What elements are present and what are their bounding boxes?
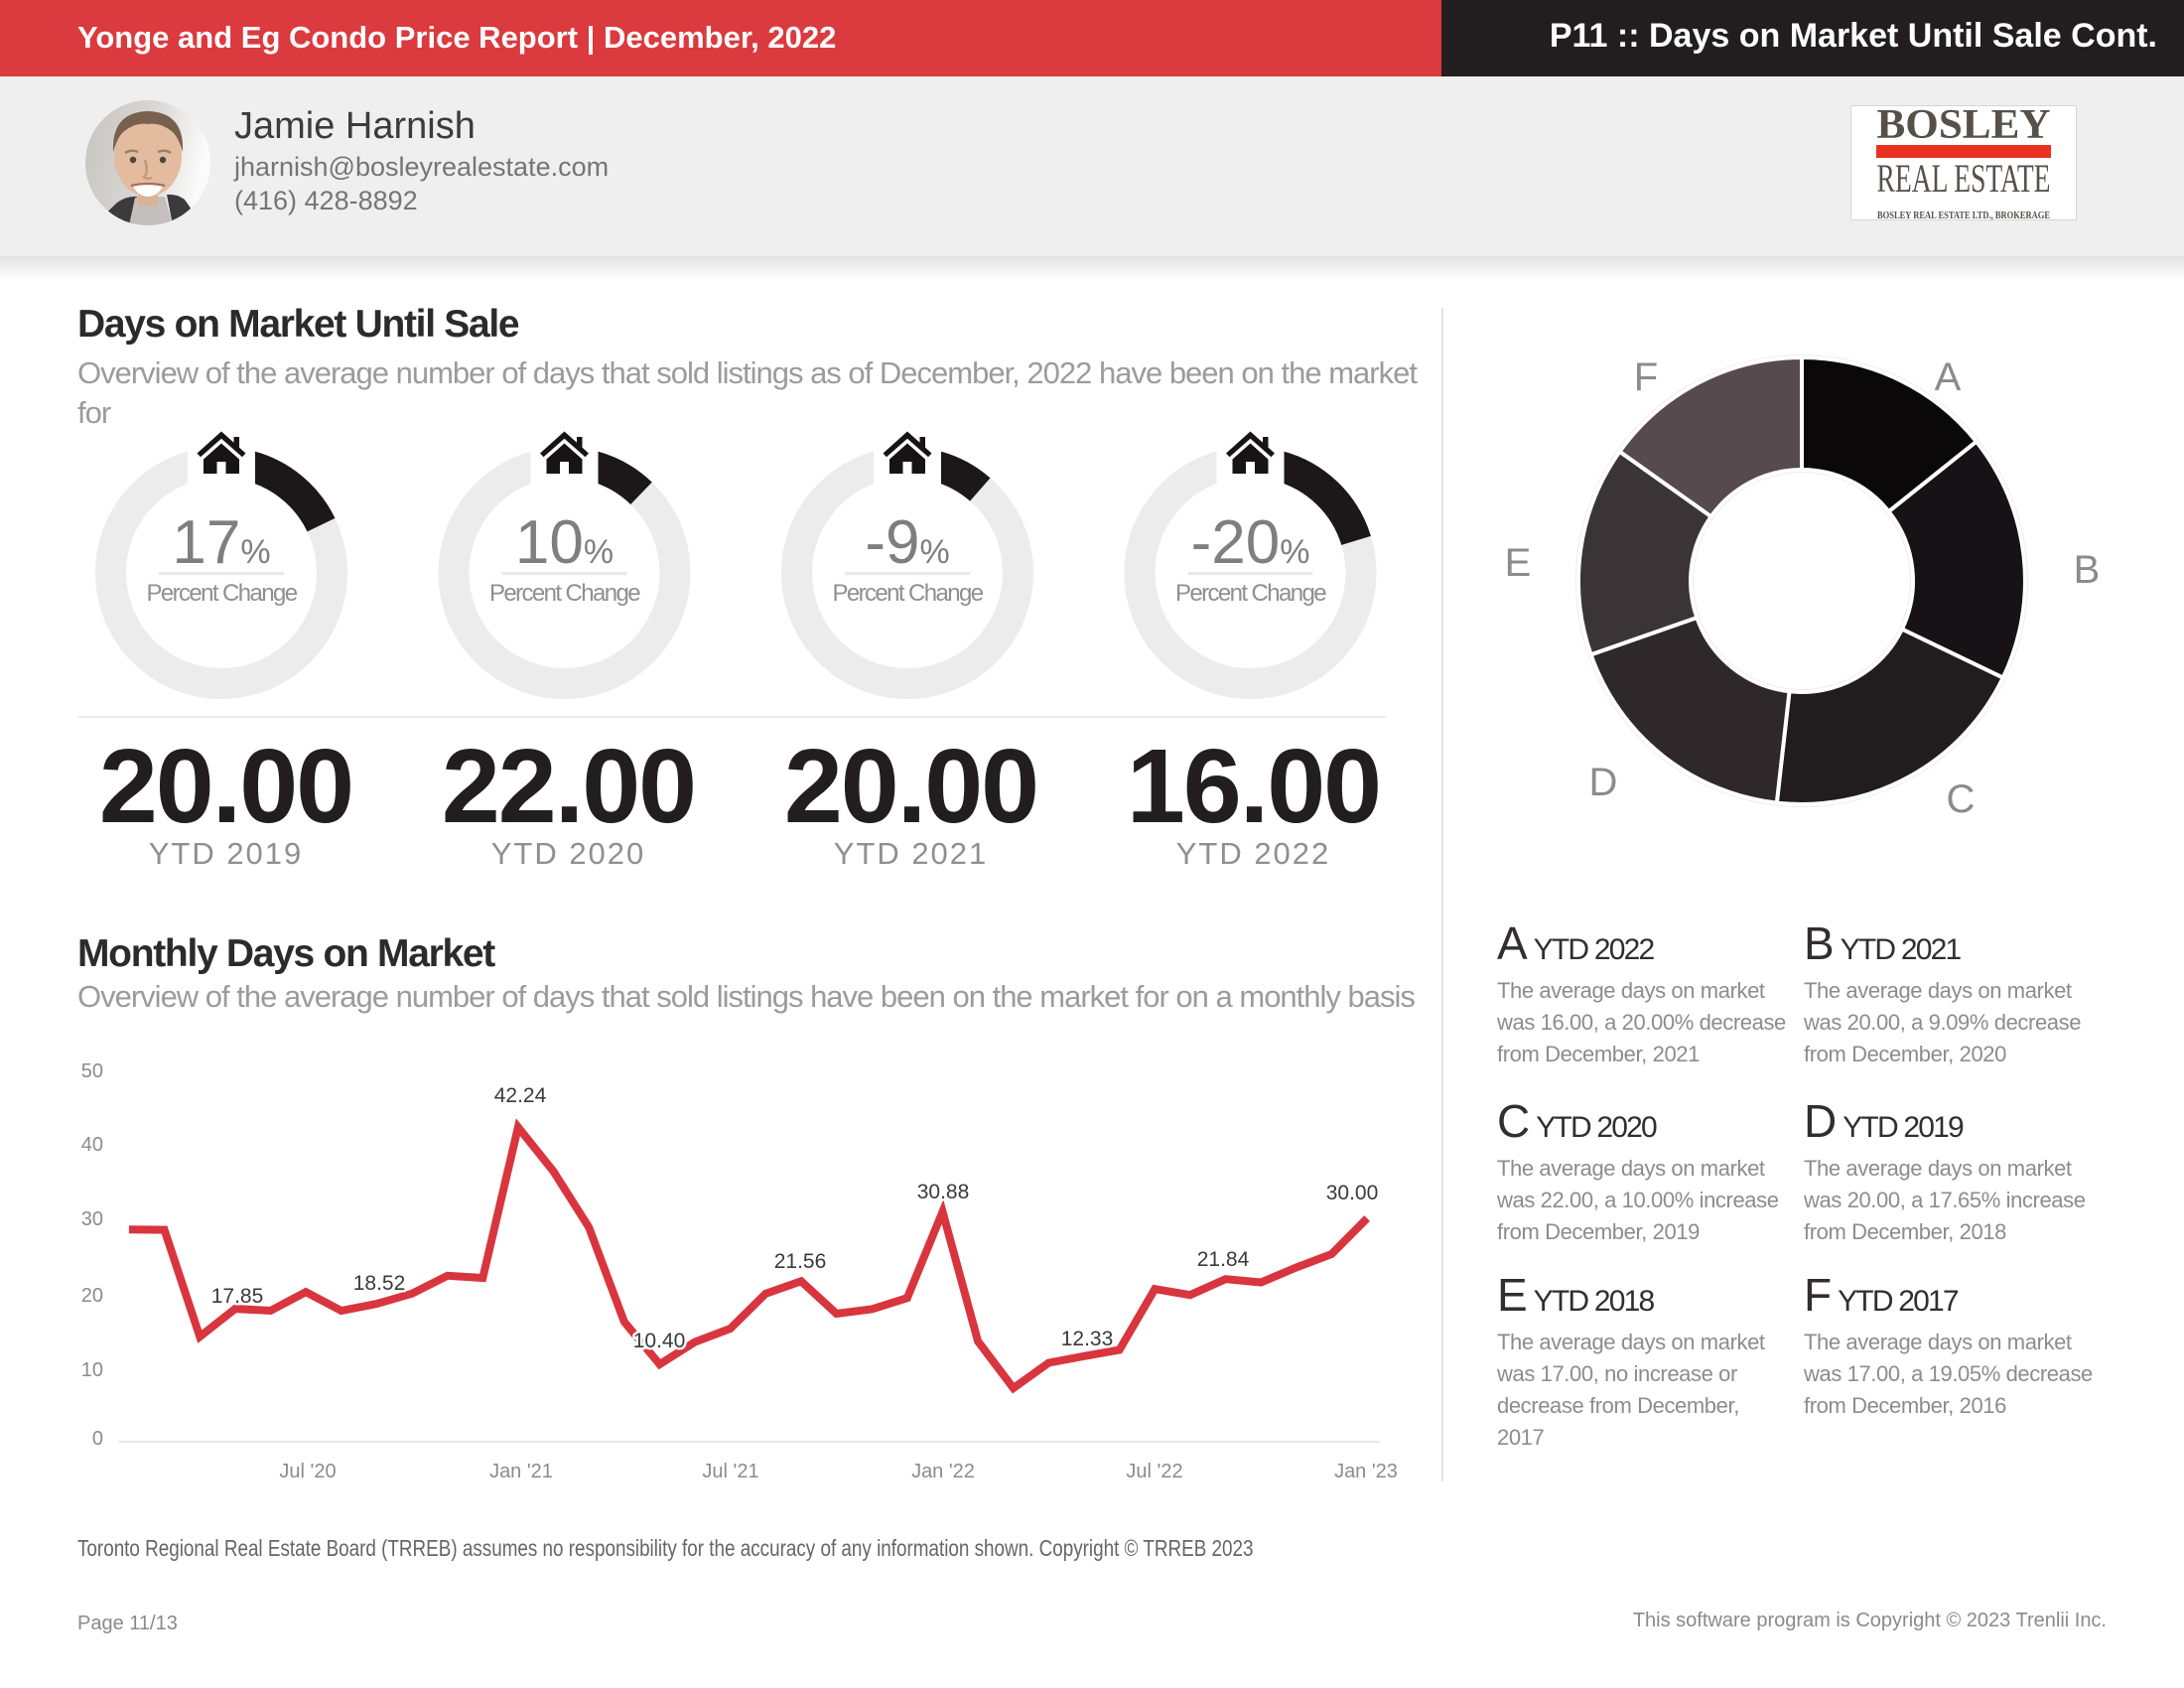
svg-text:Jan '23: Jan '23 (1334, 1461, 1398, 1482)
svg-text:17.85: 17.85 (211, 1285, 264, 1308)
svg-text:20: 20 (81, 1285, 103, 1307)
svg-text:Percent Change: Percent Change (146, 580, 297, 607)
svg-text:Percent Change: Percent Change (1175, 580, 1326, 607)
svg-text:BOSLEY: BOSLEY (1877, 105, 2051, 148)
svg-text:10.40: 10.40 (633, 1330, 686, 1352)
svg-text:A: A (1935, 355, 1962, 399)
svg-text:50: 50 (81, 1060, 103, 1082)
svg-text:30.88: 30.88 (917, 1181, 970, 1203)
svg-text:Jan '22: Jan '22 (911, 1461, 975, 1482)
svg-text:D: D (1589, 761, 1618, 804)
svg-text:E: E (1505, 541, 1532, 585)
svg-text:Jan '21: Jan '21 (489, 1461, 553, 1482)
svg-text:B: B (2074, 548, 2101, 592)
svg-text:Percent Change: Percent Change (832, 580, 983, 607)
svg-text:21.84: 21.84 (1197, 1248, 1250, 1271)
svg-text:0: 0 (92, 1428, 103, 1450)
svg-text:Jul '20: Jul '20 (279, 1461, 336, 1482)
svg-text:Jul '21: Jul '21 (702, 1461, 758, 1482)
svg-text:21.56: 21.56 (774, 1250, 827, 1273)
svg-text:10%: 10% (515, 508, 614, 577)
svg-text:10: 10 (81, 1359, 103, 1381)
svg-text:-20%: -20% (1191, 508, 1310, 577)
svg-text:F: F (1634, 355, 1658, 399)
svg-text:Percent Change: Percent Change (489, 580, 640, 607)
svg-text:17%: 17% (172, 508, 270, 577)
svg-text:42.24: 42.24 (494, 1084, 547, 1107)
svg-text:30: 30 (81, 1208, 103, 1230)
svg-text:12.33: 12.33 (1061, 1328, 1114, 1350)
svg-text:18.52: 18.52 (353, 1272, 406, 1295)
svg-text:BOSLEY REAL ESTATE LTD., BROKE: BOSLEY REAL ESTATE LTD., BROKERAGE (1877, 210, 2050, 220)
svg-text:Jul '22: Jul '22 (1126, 1461, 1182, 1482)
svg-text:C: C (1947, 777, 1976, 821)
svg-text:40: 40 (81, 1134, 103, 1156)
svg-text:30.00: 30.00 (1326, 1182, 1379, 1204)
svg-text:REAL ESTATE: REAL ESTATE (1877, 156, 2051, 201)
svg-text:-9%: -9% (865, 508, 949, 577)
